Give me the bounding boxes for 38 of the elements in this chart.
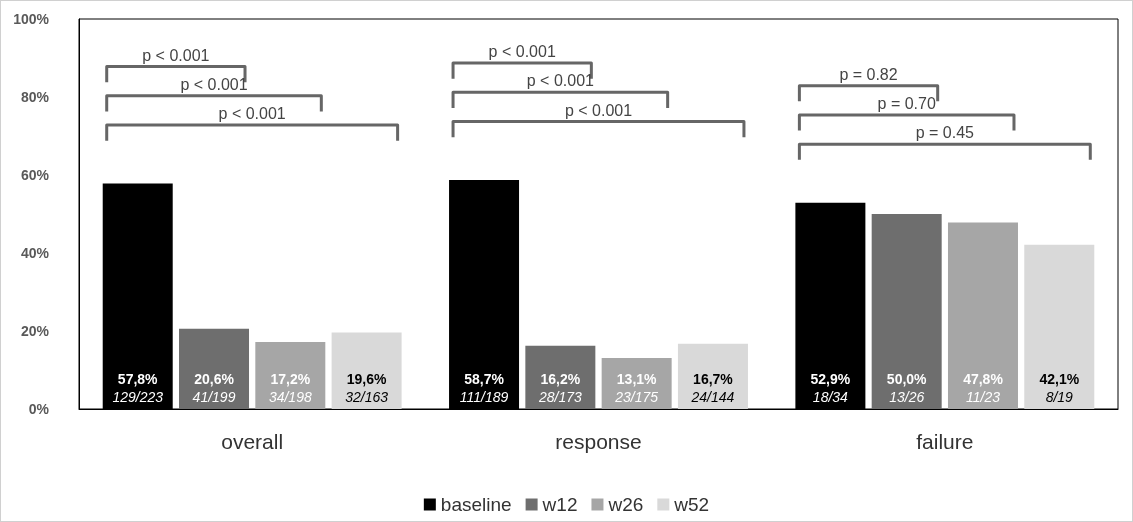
- legend-label: w12: [541, 494, 578, 515]
- annotation: p = 0.82: [839, 65, 898, 83]
- y-tick-label: 0%: [28, 401, 50, 417]
- bar: [179, 328, 250, 409]
- data-label: 17,2% 34/198: [268, 371, 312, 405]
- data-label: 52,9% 18/34: [810, 371, 851, 405]
- data-label: 58,7% 111/189: [459, 371, 509, 405]
- y-tick-label: 40%: [20, 245, 50, 261]
- y-tick-label: 100%: [13, 11, 50, 27]
- annotation: p = 0.45: [915, 124, 975, 142]
- data-label: 16,2% 28/173: [537, 371, 582, 405]
- annotation: p < 0.001: [564, 101, 633, 119]
- data-label: 47,8% 11/23: [963, 371, 1004, 405]
- data-label: 42,1% 8/19: [1039, 371, 1080, 405]
- x-tick-label: response: [555, 430, 642, 453]
- annotation: p < 0.001: [142, 46, 210, 64]
- x-tick-label: overall: [221, 430, 284, 453]
- data-label: 16,7% 24/144: [690, 371, 735, 405]
- data-label: 50,0% 13/26: [886, 371, 928, 405]
- bar: [871, 214, 942, 409]
- bar: [947, 222, 1018, 409]
- legend-label: w52: [673, 494, 710, 515]
- y-tick-label: 80%: [20, 89, 50, 105]
- annotation: p < 0.001: [218, 105, 286, 123]
- data-label: 57,8% 129/223: [112, 371, 164, 405]
- annotation: p < 0.001: [180, 75, 248, 93]
- annotation: p < 0.001: [488, 43, 556, 61]
- annotation: p = 0.70: [877, 94, 936, 112]
- y-tick-label: 60%: [20, 167, 50, 183]
- y-tick-label: 20%: [20, 323, 50, 339]
- annotation: p < 0.001: [526, 72, 595, 90]
- legend-label: w26: [607, 494, 644, 515]
- data-label: 19,6% 32/163: [345, 371, 389, 405]
- bar: [1024, 244, 1095, 409]
- x-tick-label: failure: [916, 430, 974, 453]
- data-label: 20,6% 41/199: [192, 371, 236, 405]
- legend-label: baseline: [440, 494, 512, 515]
- data-label: 13,1% 23/175: [614, 371, 659, 405]
